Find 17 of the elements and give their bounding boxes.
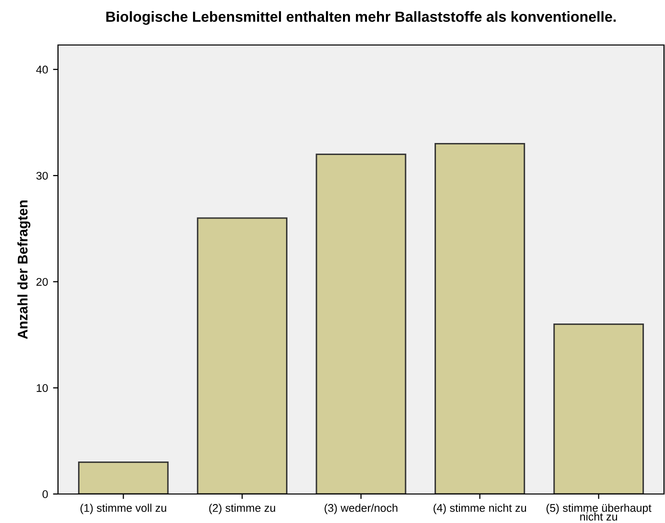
y-tick-label: 0 bbox=[42, 490, 48, 498]
x-tick-label: (5) stimme überhaupt nicht zu bbox=[546, 504, 652, 521]
y-tick-label: 20 bbox=[36, 278, 48, 286]
y-tick-label: 40 bbox=[36, 66, 48, 74]
bar bbox=[434, 143, 526, 494]
x-tick-label: (2) stimme zu bbox=[209, 504, 276, 514]
chart-title: Biologische Lebensmittel enthalten mehr Ballaststoffe als konventionelle. bbox=[106, 11, 616, 25]
y-axis-title: Anzahl der Befragten bbox=[17, 200, 30, 339]
x-tick-label: (4) stimme nicht zu bbox=[434, 504, 526, 514]
bar bbox=[553, 323, 644, 494]
bar bbox=[316, 154, 406, 494]
x-tick-label: (3) weder/noch bbox=[324, 504, 398, 514]
x-tick-label: (1) stimme voll zu bbox=[80, 504, 166, 514]
y-tick-label: 10 bbox=[36, 384, 48, 392]
y-tick-label: 30 bbox=[36, 172, 48, 180]
bar bbox=[196, 217, 288, 494]
bar bbox=[78, 461, 169, 494]
